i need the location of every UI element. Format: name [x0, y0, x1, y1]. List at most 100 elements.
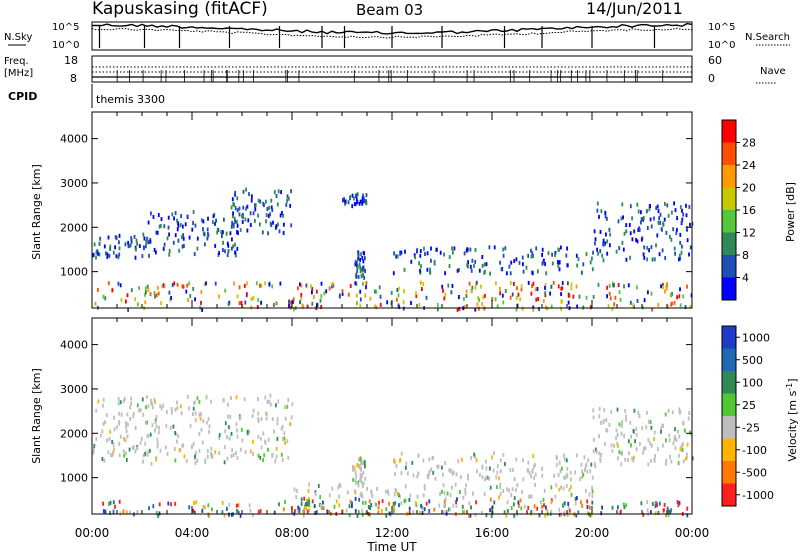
echo-cell	[364, 476, 367, 481]
echo-cell	[630, 443, 632, 448]
echo-cell	[132, 414, 135, 419]
echo-cell	[437, 464, 440, 469]
echo-cell	[550, 485, 553, 490]
echo-cell	[357, 483, 360, 488]
echo-cell	[585, 295, 588, 300]
echo-cell	[166, 410, 168, 415]
echo-cell	[125, 421, 127, 425]
echo-cell	[211, 454, 214, 459]
echo-cell	[508, 264, 511, 269]
echo-cell	[688, 252, 690, 257]
echo-cell	[290, 415, 293, 420]
freq-panel-frame	[91, 55, 693, 83]
echo-cell	[267, 447, 269, 452]
echo-cell	[594, 464, 597, 469]
echo-cell	[352, 464, 354, 469]
echo-cell	[157, 430, 160, 435]
echo-cell	[647, 438, 650, 442]
echo-cell	[481, 464, 484, 469]
echo-cell	[599, 420, 602, 425]
echo-cell	[158, 502, 161, 507]
echo-cell	[392, 502, 395, 506]
echo-cell	[491, 297, 494, 302]
echo-cell	[527, 468, 529, 472]
freq-label: Freq.	[4, 56, 29, 67]
echo-cell	[500, 267, 503, 272]
echo-cell	[271, 284, 274, 289]
echo-cell	[520, 506, 523, 511]
echo-cell	[489, 508, 491, 513]
echo-cell	[682, 212, 685, 217]
echo-cell	[115, 236, 118, 241]
echo-cell	[427, 475, 430, 480]
echo-cell	[582, 262, 585, 267]
echo-cell	[178, 248, 181, 253]
echo-cell	[222, 248, 224, 252]
echo-cell	[528, 471, 531, 476]
echo-cell	[686, 284, 688, 289]
echo-cell	[234, 250, 236, 255]
echo-cell	[458, 306, 461, 311]
echo-cell	[141, 254, 144, 259]
echo-cell	[631, 456, 633, 461]
echo-cell	[361, 494, 364, 499]
echo-cell	[609, 232, 611, 237]
echo-cell	[483, 262, 486, 267]
echo-cell	[530, 509, 533, 514]
echo-cell	[519, 297, 522, 302]
echo-cell	[646, 257, 649, 262]
echo-cell	[238, 301, 241, 306]
echo-cell	[675, 438, 678, 443]
echo-cell	[136, 241, 138, 246]
colorbar-tick-label: -1000	[742, 489, 774, 502]
echo-cell	[284, 416, 287, 421]
echo-cell	[248, 429, 251, 434]
colorbar-tick-label: 24	[742, 159, 756, 172]
echo-cell	[650, 291, 653, 296]
echo-cell	[193, 252, 196, 257]
echo-cell	[503, 510, 506, 515]
echo-cell	[359, 476, 362, 481]
echo-cell	[567, 281, 569, 286]
echo-cell	[351, 204, 354, 209]
echo-cell	[214, 281, 217, 286]
echo-cell	[658, 216, 660, 221]
echo-cell	[295, 495, 298, 499]
echo-cell	[597, 282, 600, 287]
echo-cell	[232, 244, 235, 249]
echo-cell	[436, 464, 439, 469]
echo-cell	[147, 220, 150, 225]
echo-cell	[122, 449, 125, 454]
echo-cell	[522, 269, 525, 274]
echo-cell	[441, 284, 444, 289]
echo-cell	[191, 444, 194, 449]
echo-cell	[276, 417, 279, 422]
echo-cell	[464, 491, 467, 496]
echo-cell	[397, 293, 400, 298]
echo-cell	[265, 416, 268, 421]
echo-cell	[145, 405, 147, 410]
echo-cell	[666, 305, 669, 310]
echo-cell	[679, 256, 682, 261]
echo-cell	[320, 305, 323, 309]
echo-cell	[155, 293, 158, 298]
echo-cell	[277, 222, 279, 227]
echo-cell	[364, 269, 366, 273]
echo-cell	[249, 449, 252, 454]
echo-cell	[127, 307, 129, 312]
echo-cell	[461, 457, 463, 462]
echo-cell	[97, 287, 99, 292]
echo-cell	[484, 293, 486, 298]
echo-cell	[678, 253, 681, 258]
echo-cell	[129, 510, 131, 515]
echo-cell	[650, 425, 653, 430]
echo-cell	[610, 410, 613, 415]
echo-cell	[606, 285, 609, 290]
echo-cell	[355, 281, 358, 286]
echo-cell	[458, 268, 460, 272]
echo-cell	[611, 505, 614, 510]
echo-cell	[443, 503, 446, 508]
echo-cell	[260, 300, 262, 305]
echo-cell	[531, 283, 533, 288]
echo-cell	[203, 282, 206, 287]
